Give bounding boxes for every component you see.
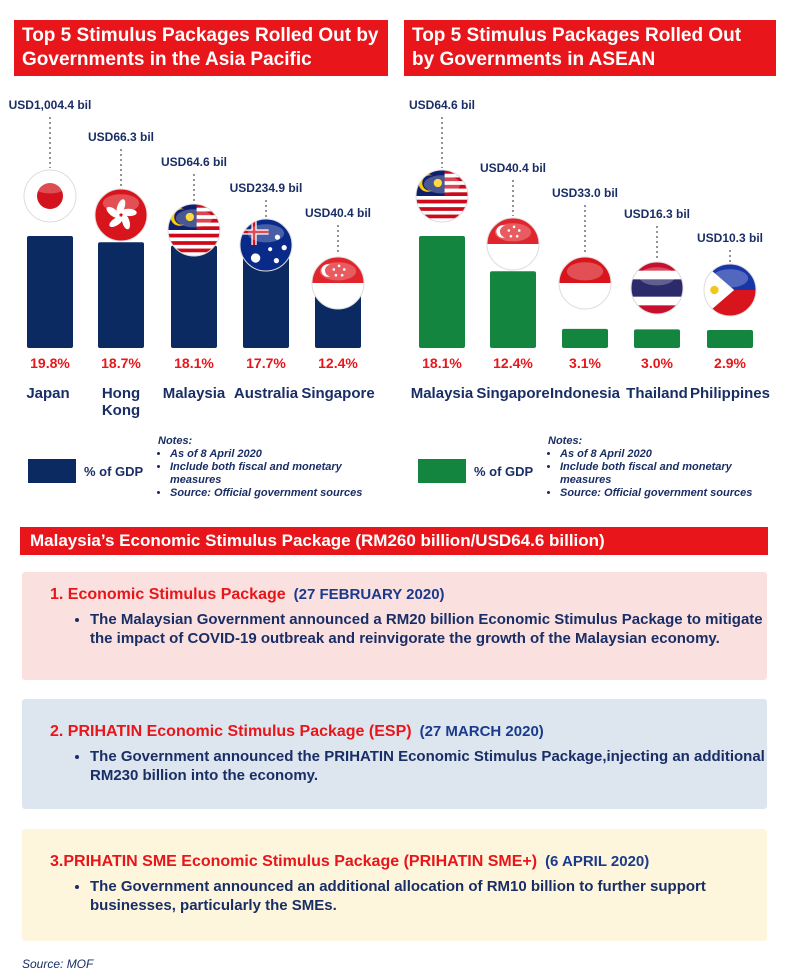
category-label: Kong — [102, 402, 140, 419]
right-chart-title: Top 5 Stimulus Packages Rolled Out by Go… — [404, 20, 776, 76]
left-legend-swatch — [28, 459, 76, 483]
value-label: 18.1% — [174, 355, 214, 371]
bar — [98, 242, 144, 348]
amount-label: USD40.4 bil — [480, 161, 546, 175]
bar — [490, 271, 536, 348]
amount-label: USD10.3 bil — [697, 231, 763, 245]
thailand-flag-icon — [630, 261, 684, 315]
amount-label: USD64.6 bil — [409, 98, 475, 112]
value-label: 3.1% — [569, 355, 601, 371]
charts-canvas: USD1,004.4 bil 19.8% Japan USD66.3 bil 18.7%… — [9, 98, 770, 419]
amount-label: USD16.3 bil — [624, 207, 690, 221]
value-label: 2.9% — [714, 355, 746, 371]
category-label: Indonesia — [550, 385, 621, 402]
left-notes: Notes: As of 8 April 2020 Include both f… — [158, 435, 388, 500]
package-box-3: 3.PRIHATIN SME Economic Stimulus Package… — [22, 829, 767, 941]
category-label: Malaysia — [411, 385, 474, 402]
australia-flag-icon — [239, 218, 293, 272]
singapore-flag-icon — [486, 217, 540, 271]
package-date: (6 APRIL 2020) — [545, 853, 650, 870]
value-label: 18.1% — [422, 355, 462, 371]
amount-label: USD40.4 bil — [305, 206, 371, 220]
package-name: 2. PRIHATIN Economic Stimulus Package (E… — [50, 723, 412, 740]
malaysia-flag-icon — [415, 169, 469, 223]
bar — [634, 329, 680, 348]
left-chart-title: Top 5 Stimulus Packages Rolled Out by Go… — [14, 20, 388, 76]
category-label: Singapore — [476, 385, 549, 402]
right-notes: Notes: As of 8 April 2020 Include both f… — [548, 435, 778, 500]
amount-label: USD64.6 bil — [161, 155, 227, 169]
malaysia-flag-icon — [167, 203, 221, 257]
bar — [562, 328, 608, 348]
package-description: The Government announced the PRIHATIN Ec… — [90, 747, 767, 785]
value-label: 12.4% — [318, 355, 358, 371]
package-date: (27 FEBRUARY 2020) — [293, 586, 445, 603]
bar — [27, 236, 73, 348]
category-label: Thailand — [626, 385, 688, 402]
notes-heading: Notes: — [158, 435, 193, 447]
package-box-1: 1. Economic Stimulus Package (27 FEBRUARY… — [22, 572, 767, 680]
package-description: The Government announced an additional a… — [90, 877, 767, 915]
category-label: Singapore — [301, 385, 374, 402]
note-item: Source: Official government sources — [560, 487, 778, 500]
bar — [707, 330, 753, 348]
package-title: 1. Economic Stimulus Package (27 FEBRUARY… — [50, 586, 767, 604]
category-label: Japan — [26, 385, 69, 402]
notes-heading: Notes: — [548, 435, 583, 447]
right-legend-label: % of GDP — [474, 463, 534, 479]
amount-label: USD234.9 bil — [230, 181, 303, 195]
note-item: As of 8 April 2020 — [560, 448, 778, 461]
japan-flag-icon — [23, 169, 77, 223]
package-title: 2. PRIHATIN Economic Stimulus Package (E… — [50, 723, 767, 741]
bar — [171, 245, 217, 348]
left-legend: % of GDP — [28, 459, 143, 483]
right-legend-swatch — [418, 459, 466, 483]
amount-label: USD33.0 bil — [552, 186, 618, 200]
package-name: 1. Economic Stimulus Package — [50, 586, 286, 603]
package-date: (27 MARCH 2020) — [419, 723, 544, 740]
category-label: Australia — [234, 385, 299, 402]
category-label: Malaysia — [163, 385, 226, 402]
value-label: 17.7% — [246, 355, 286, 371]
package-description: The Malaysian Government announced a RM2… — [90, 610, 767, 648]
package-title: 3.PRIHATIN SME Economic Stimulus Package… — [50, 853, 767, 871]
source-note: Source: MOF — [22, 957, 94, 971]
bar — [419, 236, 465, 348]
package-box-2: 2. PRIHATIN Economic Stimulus Package (E… — [22, 699, 767, 809]
singapore-flag-icon — [311, 256, 365, 310]
philippines-flag-icon — [703, 263, 757, 317]
category-label: Philippines — [690, 385, 770, 402]
bar — [243, 247, 289, 348]
value-label: 3.0% — [641, 355, 673, 371]
value-label: 18.7% — [101, 355, 141, 371]
note-item: Include both fiscal and monetary measure… — [170, 461, 388, 487]
hong-kong-flag-icon — [94, 188, 148, 242]
right-legend: % of GDP — [418, 459, 533, 483]
indonesia-flag-icon — [558, 256, 612, 310]
value-label: 12.4% — [493, 355, 533, 371]
amount-label: USD1,004.4 bil — [9, 98, 92, 112]
section-title: Malaysia’s Economic Stimulus Package (RM… — [20, 527, 768, 555]
value-label: 19.8% — [30, 355, 70, 371]
note-item: Source: Official government sources — [170, 487, 388, 500]
amount-label: USD66.3 bil — [88, 130, 154, 144]
note-item: Include both fiscal and monetary measure… — [560, 461, 778, 487]
package-name: 3.PRIHATIN SME Economic Stimulus Package… — [50, 853, 538, 870]
category-label: Hong — [102, 385, 140, 402]
note-item: As of 8 April 2020 — [170, 448, 388, 461]
left-legend-label: % of GDP — [84, 463, 144, 479]
